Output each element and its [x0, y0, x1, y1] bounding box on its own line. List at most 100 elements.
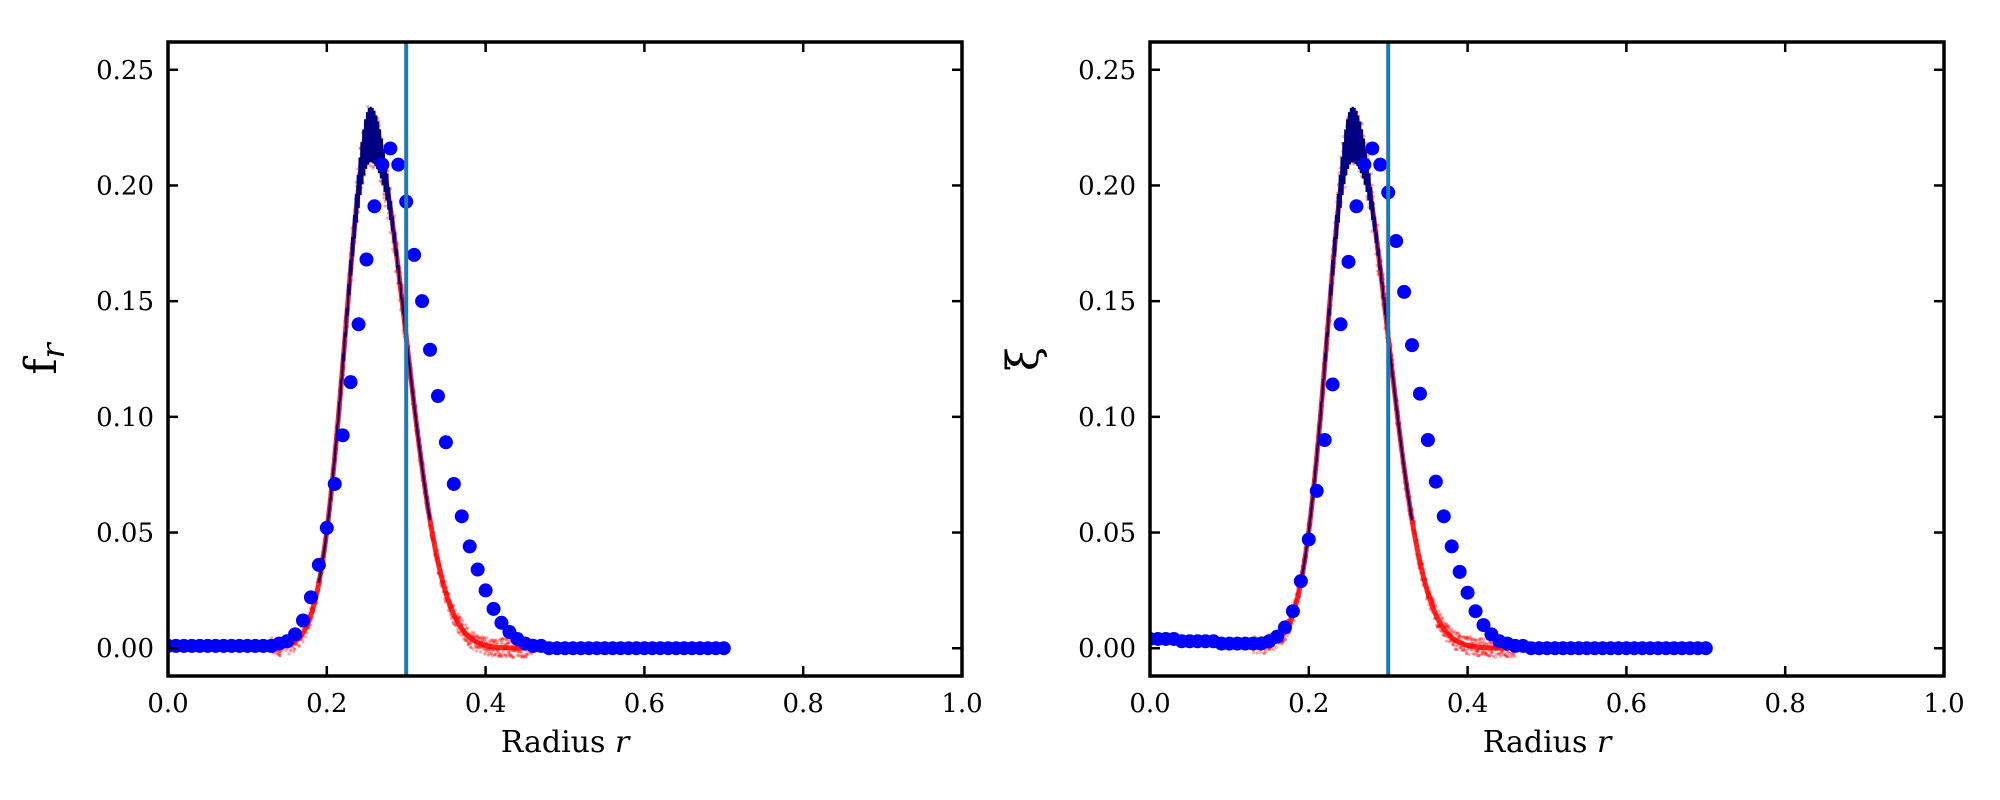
data-point: [311, 557, 326, 572]
noise-point: [382, 192, 386, 196]
noise-point: [1484, 653, 1488, 657]
x-axis-title-variable: r: [615, 725, 631, 760]
noise-point: [467, 641, 471, 645]
noise-point: [278, 651, 282, 656]
noise-point: [1447, 625, 1451, 630]
x-tick-label: 0.0: [147, 689, 188, 719]
noise-point: [469, 641, 473, 645]
y-axis-title-main: ξ: [998, 347, 1049, 371]
noise-point: [497, 654, 501, 659]
noise-point: [1463, 637, 1468, 641]
noise-point: [1499, 654, 1503, 659]
data-point: [1476, 618, 1491, 633]
noise-point: [275, 650, 279, 654]
noise-point: [495, 641, 500, 645]
noise-point: [473, 634, 477, 638]
noise-point: [1440, 616, 1444, 620]
noise-point: [276, 652, 280, 656]
noise-point: [491, 648, 495, 653]
noise-point: [1460, 635, 1464, 640]
noise-point: [295, 643, 299, 647]
noise-point: [1500, 650, 1504, 654]
noise-point: [1453, 644, 1457, 648]
noise-point: [519, 653, 523, 657]
noise-point: [499, 642, 503, 646]
data-point: [343, 375, 358, 390]
noise-point: [475, 649, 479, 653]
noise-point: [485, 636, 489, 640]
noise-point: [1477, 654, 1481, 658]
noise-point: [1465, 635, 1469, 639]
noise-point: [1251, 650, 1256, 655]
noise-point: [1494, 652, 1498, 656]
noise-point: [519, 650, 523, 654]
noise-point: [506, 653, 510, 657]
data-point: [1333, 317, 1348, 332]
noise-point: [493, 639, 497, 643]
noise-point: [1493, 655, 1498, 659]
x-tick-label: 1.0: [941, 689, 982, 719]
noise-point: [482, 636, 486, 640]
noise-point: [292, 647, 297, 651]
data-point: [319, 520, 334, 535]
noise-point: [490, 654, 495, 658]
noise-point: [498, 653, 502, 657]
data-points: [168, 141, 731, 656]
y-tick-label: 0.05: [1078, 519, 1136, 549]
noise-point: [1501, 652, 1506, 657]
noise-point: [520, 655, 524, 659]
x-axis-title-space: [605, 725, 615, 760]
noise-point: [484, 650, 488, 654]
noise-point: [492, 652, 497, 656]
noise-point: [462, 637, 466, 641]
noise-point: [1441, 633, 1445, 637]
noise-point: [382, 193, 386, 197]
noise-point: [1466, 637, 1471, 641]
noise-point: [1502, 653, 1507, 658]
noise-point: [1503, 653, 1508, 657]
noise-point: [470, 630, 474, 634]
noise-point: [515, 650, 519, 654]
noise-point: [524, 655, 528, 659]
data-point: [1389, 233, 1404, 248]
noise-point: [457, 631, 461, 635]
noise-point: [1455, 644, 1460, 648]
noise-point: [508, 654, 512, 659]
noise-point: [1499, 651, 1503, 655]
data-point: [1460, 585, 1475, 600]
noise-point: [483, 638, 487, 642]
x-tick-label: 0.2: [306, 689, 347, 719]
noise-point: [292, 647, 296, 651]
noise-point: [1445, 624, 1450, 628]
noise-point: [525, 652, 529, 657]
y-tick-label: 0.25: [1078, 56, 1136, 86]
noise-point: [1283, 637, 1287, 641]
noise-point: [1485, 652, 1489, 656]
noise-point: [1480, 652, 1484, 656]
noise-point: [1274, 645, 1279, 649]
plot-area: [168, 42, 731, 676]
data-point: [1698, 641, 1713, 656]
noise-point: [491, 639, 496, 643]
y-tick-label: 0.20: [96, 171, 154, 201]
noise-point: [494, 652, 498, 656]
noise-point: [498, 652, 502, 656]
x-tick-label: 0.6: [1606, 689, 1647, 719]
data-point: [1301, 532, 1316, 547]
data-point: [1341, 254, 1356, 269]
x-tick-label: 0.4: [465, 689, 506, 719]
noise-point: [1469, 648, 1473, 652]
noise-point: [1503, 652, 1507, 657]
noise-point: [452, 623, 457, 627]
data-point: [1444, 539, 1459, 554]
noise-point: [495, 638, 499, 642]
noise-point: [1482, 640, 1487, 644]
noise-point: [510, 655, 514, 659]
noise-point: [1477, 654, 1481, 658]
noise-point: [1481, 650, 1485, 654]
noise-point: [1452, 629, 1456, 633]
noise-point: [1467, 652, 1471, 656]
data-point: [1325, 377, 1340, 392]
noise-point: [1480, 640, 1485, 644]
noise-point: [457, 615, 462, 619]
